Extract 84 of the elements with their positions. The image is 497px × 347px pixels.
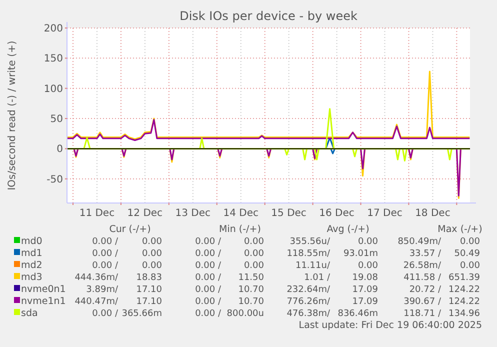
y-tick-label: 150 [44,54,63,65]
text: 776.26m/ [286,297,331,307]
text: 124.22 [448,297,480,307]
text: 0.00 [244,237,264,247]
legend-label: md3 [21,272,42,283]
legend-label: md0 [21,236,42,247]
text: Min (-/+) [219,224,261,235]
x-tick-label: 11 Dec [79,208,115,219]
text: 850.49m/ [398,237,442,247]
y-tick-label: 200 [44,24,63,34]
text: 390.67 / [404,297,442,307]
x-tick-label: 12 Dec [127,208,163,219]
text: 0.00 [142,237,162,247]
text: 0.00 / [195,237,222,247]
text: 19.08 [352,273,378,283]
text: 355.56u/ [290,237,331,247]
text: 118.55m/ [286,249,331,259]
text: 17.10 [136,297,162,307]
text: 0.00 [358,261,378,271]
y-axis-title: IOs/second read (-) / write (+) [7,40,18,190]
chart-title: Disk IOs per device - by week [180,9,358,23]
text: 18.83 [136,273,162,283]
y-tick-label: 50 [50,114,63,126]
text: 93.01m [343,249,378,259]
text: 232.64m/ [286,285,331,295]
text: 0.00 / [92,249,119,259]
text: 0.00 / [92,309,119,319]
text: 11.11u/ [295,261,331,271]
text: 0.00 [244,261,264,271]
text: 0.00 / [92,261,119,271]
text: 134.96 [448,309,480,319]
text: 10.70 [238,285,264,295]
x-tick-label: 17 Dec [367,208,402,219]
legend-label: md1 [21,248,42,259]
text: 651.39 [448,273,480,283]
x-tick-label: 13 Dec [175,208,211,219]
text: Max (-/+) [438,224,482,235]
text: 0.00 / [195,261,222,271]
text: 118.71 / [404,309,442,319]
x-tick-label: 15 Dec [271,208,306,219]
text: 411.58 / [404,273,442,283]
y-tick-label: 100 [44,84,63,95]
text: 440.47m/ [74,297,119,307]
text: 0.00 / [195,273,222,283]
text: 0.00 / [195,297,222,307]
y-tick-label: -50 [46,174,63,186]
x-tick-label: 16 Dec [319,208,354,219]
text: 800.00u [226,309,264,319]
text: 0.00 [142,249,162,259]
text: 17.10 [136,285,162,295]
text: 836.46m [338,309,378,319]
text: 0.00 / [92,237,119,247]
text: 0.00 [244,249,264,259]
text: 0.00 [460,261,480,271]
text: 0.00 [142,261,162,271]
text: 17.09 [352,297,378,307]
text: 124.22 [448,285,480,295]
x-tick-label: 14 Dec [223,208,258,219]
text: 50.49 [454,249,480,259]
text: 11.50 [238,273,264,283]
text: 0.00 [460,237,480,247]
text: 3.89m/ [86,285,119,295]
text: Last update: Fri Dec 19 06:40:00 2025 [298,320,482,331]
text: 0.00 / [195,285,222,295]
text: 26.58m/ [403,261,442,271]
legend-label: sda [21,308,38,319]
y-tick-label: 0 [56,144,63,156]
text: 33.57 / [409,249,442,259]
legend-label: md2 [21,260,42,271]
text: 0.00 [358,237,378,247]
x-tick-label: 18 Dec [415,208,450,219]
text: 476.38m/ [286,309,331,319]
text: 17.09 [352,285,378,295]
text: 365.66m [122,309,162,319]
text: 20.72 / [409,285,442,295]
text: 10.70 [238,297,264,307]
text: 0.00 / [195,249,222,259]
text: Cur (-/+) [109,224,151,235]
text: 1.01 / [304,273,331,283]
legend-label: nvme1n1 [21,296,66,307]
legend-label: nvme0n1 [21,284,66,295]
text: 444.36m/ [74,273,119,283]
text: 0.00 / [195,309,222,319]
text: Avg (-/+) [326,224,370,235]
